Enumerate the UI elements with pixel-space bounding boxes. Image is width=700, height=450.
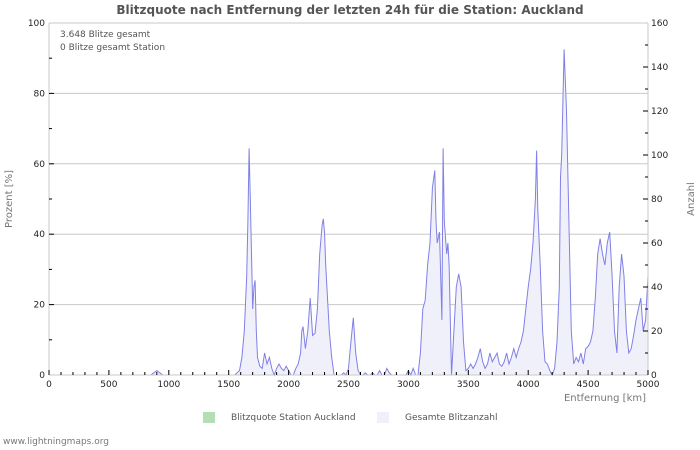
x-tick-label: 4500	[577, 380, 600, 390]
right-tick-label: 0	[651, 371, 657, 381]
right-tick-label: 40	[651, 283, 663, 293]
footer-url: www.lightningmaps.org	[3, 437, 109, 447]
x-axis-label: Entfernung [km]	[564, 393, 646, 404]
left-tick-label: 100	[28, 19, 45, 29]
right-tick-label: 20	[651, 327, 663, 337]
x-tick-label: 5000	[637, 380, 660, 390]
legend-label-station: Blitzquote Station Auckland	[231, 412, 356, 423]
x-tick-label: 0	[46, 380, 52, 390]
x-tick-label: 500	[100, 380, 117, 390]
right-tick-label: 140	[651, 63, 668, 73]
x-tick-label: 2000	[277, 380, 300, 390]
legend-item-total: Gesamte Blitzanzahl	[377, 412, 498, 423]
x-tick-label: 3500	[457, 380, 480, 390]
right-tick-label: 60	[651, 239, 663, 249]
left-tick-label: 0	[39, 371, 45, 381]
right-axis-label: Anzahl	[686, 182, 697, 216]
x-tick-label: 3000	[397, 380, 420, 390]
total-strikes-text: 3.648 Blitze gesamt	[60, 30, 151, 40]
legend-item-station: Blitzquote Station Auckland	[203, 412, 356, 423]
left-tick-label: 20	[34, 301, 46, 311]
summary-info: 3.648 Blitze gesamt 0 Blitze gesamt Stat…	[60, 29, 165, 55]
x-tick-label: 2500	[337, 380, 360, 390]
right-tick-label: 120	[651, 107, 668, 117]
left-axis-label: Prozent [%]	[4, 170, 15, 228]
left-tick-label: 80	[34, 89, 46, 99]
left-tick-label: 40	[34, 230, 46, 240]
right-tick-label: 100	[651, 151, 668, 161]
right-tick-label: 80	[651, 195, 663, 205]
legend-label-total: Gesamte Blitzanzahl	[405, 412, 498, 423]
station-strikes-text: 0 Blitze gesamt Station	[60, 43, 166, 53]
total-lightning-line	[49, 49, 649, 377]
total-swatch-icon	[377, 412, 389, 423]
x-tick-label: 1000	[157, 380, 180, 390]
gridlines	[49, 92, 648, 306]
right-tick-label: 160	[651, 19, 668, 29]
station-swatch-icon	[203, 412, 215, 423]
left-tick-label: 60	[34, 160, 46, 170]
chart-title: Blitzquote nach Entfernung der letzten 2…	[116, 3, 584, 17]
x-tick-label: 1500	[217, 380, 240, 390]
x-tick-label: 4000	[517, 380, 540, 390]
axis-ticks	[48, 44, 649, 375]
